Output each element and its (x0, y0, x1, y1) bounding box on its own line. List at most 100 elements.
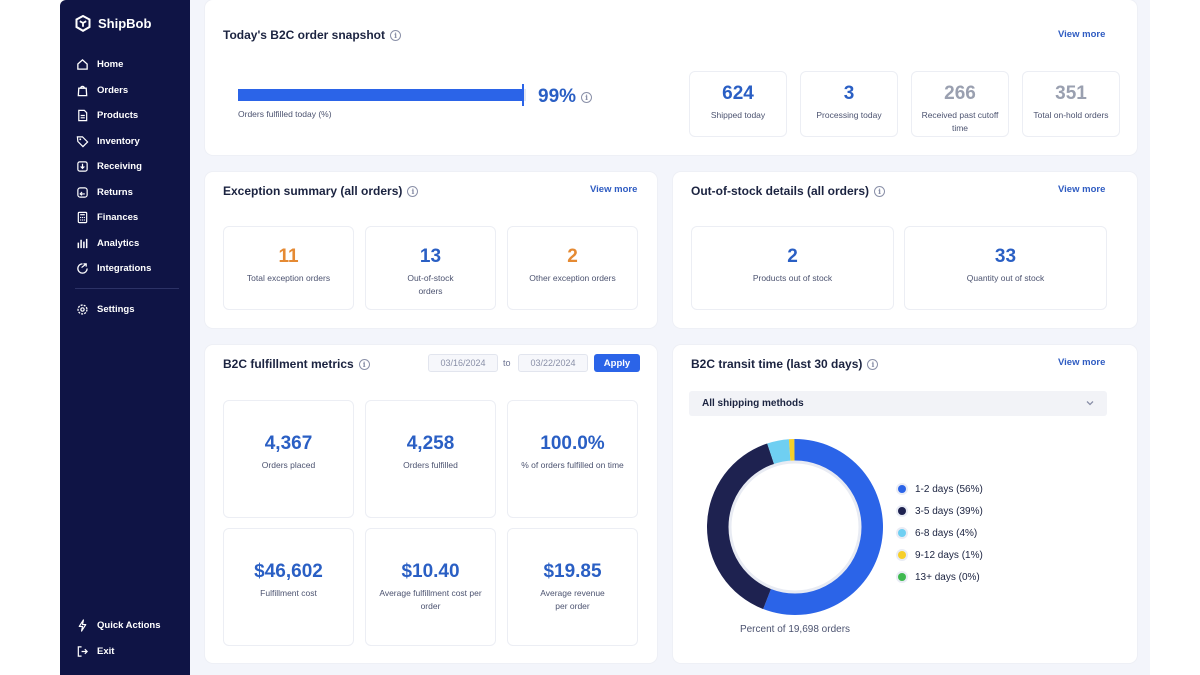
sidebar-bottom: Quick Actions Exit (60, 613, 190, 664)
sidebar-item-label: Inventory (97, 135, 140, 147)
metric-tile-fulfillment-cost[interactable]: $46,602 Fulfillment cost (223, 528, 354, 646)
legend-swatch (898, 485, 906, 493)
slice-9-12-days[interactable] (788, 439, 795, 462)
sidebar-item-integrations[interactable]: Integrations (60, 256, 190, 282)
shipbob-logo-icon (75, 15, 91, 32)
slice-6-8-days[interactable] (767, 439, 791, 465)
sidebar-item-label: Exit (97, 645, 115, 657)
info-icon[interactable]: i (390, 29, 401, 41)
sidebar-item-orders[interactable]: Orders (60, 78, 190, 104)
stat-tile-past-cutoff[interactable]: 266 Received past cutoff time (911, 71, 1009, 137)
transit-time-title-text: B2C transit time (last 30 days) (691, 357, 863, 371)
metric-label: Fulfillment cost (260, 588, 317, 598)
metric-value: $46,602 (254, 561, 323, 582)
stat-tile-other-exceptions[interactable]: 2 Other exception orders (507, 226, 638, 310)
sidebar-item-settings[interactable]: Settings (60, 297, 190, 323)
stat-value: 624 (722, 83, 754, 104)
fulfillment-metrics-title: B2C fulfillment metrics i (223, 357, 370, 371)
dashboard-main: Today's B2C order snapshot i View more 9… (190, 0, 1150, 675)
metric-value: 4,258 (406, 433, 455, 454)
shipping-method-value: All shipping methods (702, 398, 804, 409)
stat-label: Shipped today (710, 110, 766, 120)
info-icon[interactable]: i (358, 358, 370, 370)
sidebar-item-returns[interactable]: Returns (60, 180, 190, 206)
sidebar-item-home[interactable]: Home (60, 52, 190, 78)
stat-value: 351 (1055, 83, 1087, 104)
legend-label: 13+ days (0%) (915, 571, 980, 583)
out-of-stock-view-more-link[interactable]: View more (1058, 184, 1106, 195)
stat-tile-out-of-stock-orders[interactable]: 13 Out-of-stock orders (365, 226, 496, 310)
transit-time-title: B2C transit time (last 30 days) i (691, 357, 879, 371)
snapshot-title: Today's B2C order snapshot i (223, 28, 401, 42)
legend-swatch (898, 573, 906, 581)
metric-tile-on-time[interactable]: 100.0% % of orders fulfilled on time (507, 400, 638, 518)
sidebar-item-quick-actions[interactable]: Quick Actions (60, 613, 190, 639)
metric-tile-orders-fulfilled[interactable]: 4,258 Orders fulfilled (365, 400, 496, 518)
brand-name: ShipBob (98, 16, 152, 31)
sidebar-item-label: Finances (97, 212, 139, 224)
sidebar-item-label: Integrations (97, 263, 152, 275)
fulfilled-percent: 99% i (538, 86, 593, 108)
bag-icon (75, 83, 89, 97)
info-icon[interactable]: i (581, 91, 593, 103)
gear-icon (75, 302, 89, 316)
sidebar-item-inventory[interactable]: Inventory (60, 129, 190, 155)
brand-logo[interactable]: ShipBob (75, 15, 151, 32)
metric-label: % of orders fulfilled on time (521, 460, 624, 470)
snapshot-card: Today's B2C order snapshot i View more 9… (205, 0, 1137, 155)
metric-label: Average revenue per order (540, 588, 605, 611)
donut-legend: 1-2 days (56%) 3-5 days (39%) 6-8 days (… (898, 478, 983, 588)
stat-tile-on-hold[interactable]: 351 Total on-hold orders (1022, 71, 1120, 137)
stat-label: Total exception orders (246, 273, 331, 283)
sidebar-item-receiving[interactable]: Receiving (60, 154, 190, 180)
exception-summary-card: Exception summary (all orders) i View mo… (205, 172, 657, 328)
exception-view-more-link[interactable]: View more (590, 184, 638, 195)
stat-tile-quantity-out-of-stock[interactable]: 33 Quantity out of stock (904, 226, 1107, 310)
sidebar-item-label: Receiving (97, 161, 142, 173)
metric-tile-avg-cost[interactable]: $10.40 Average fulfillment cost per orde… (365, 528, 496, 646)
legend-item: 6-8 days (4%) (898, 522, 983, 544)
exception-summary-title-text: Exception summary (all orders) (223, 184, 403, 198)
stat-tile-products-out-of-stock[interactable]: 2 Products out of stock (691, 226, 894, 310)
lightning-icon (75, 619, 89, 633)
apply-button[interactable]: Apply (594, 354, 640, 372)
sidebar-item-finances[interactable]: Finances (60, 205, 190, 231)
legend-swatch (898, 529, 906, 537)
fulfillment-metrics-title-text: B2C fulfillment metrics (223, 357, 354, 371)
metric-tile-orders-placed[interactable]: 4,367 Orders placed (223, 400, 354, 518)
sidebar-item-exit[interactable]: Exit (60, 639, 190, 665)
date-from-input[interactable]: 03/16/2024 (428, 354, 498, 372)
donut-center (728, 460, 862, 594)
metric-value: 4,367 (264, 433, 313, 454)
shipping-method-select[interactable]: All shipping methods (689, 391, 1107, 416)
info-icon[interactable]: i (407, 185, 419, 197)
metric-label: Average fulfillment cost per order (379, 588, 482, 611)
info-icon[interactable]: i (874, 185, 886, 197)
metric-tile-avg-revenue[interactable]: $19.85 Average revenue per order (507, 528, 638, 646)
sidebar-item-products[interactable]: Products (60, 103, 190, 129)
stat-tile-processing[interactable]: 3 Processing today (800, 71, 898, 137)
info-icon[interactable]: i (867, 358, 879, 370)
stat-label: Processing today (816, 110, 882, 120)
legend-label: 3-5 days (39%) (915, 505, 983, 517)
sidebar: ShipBob Home Orders Products Inventory R… (60, 0, 190, 675)
chevron-down-icon (1086, 401, 1094, 406)
slice-1-2-days[interactable] (763, 439, 883, 615)
stat-label: Out-of-stock orders (407, 273, 454, 296)
sidebar-item-label: Returns (97, 186, 133, 198)
sidebar-item-analytics[interactable]: Analytics (60, 231, 190, 257)
tag-icon (75, 134, 89, 148)
stat-value: 2 (787, 246, 798, 267)
stat-tile-shipped[interactable]: 624 Shipped today (689, 71, 787, 137)
sidebar-item-label: Products (97, 110, 139, 122)
out-of-stock-title: Out-of-stock details (all orders) i (691, 184, 886, 198)
date-to-input[interactable]: 03/22/2024 (518, 354, 588, 372)
stat-tile-total-exceptions[interactable]: 11 Total exception orders (223, 226, 354, 310)
slice-3-5-days[interactable] (707, 443, 775, 610)
sidebar-item-label: Home (97, 59, 124, 71)
integrations-icon (75, 262, 89, 276)
returns-icon (75, 185, 89, 199)
sidebar-item-label: Settings (97, 303, 135, 315)
snapshot-view-more-link[interactable]: View more (1058, 29, 1106, 40)
transit-view-more-link[interactable]: View more (1058, 357, 1106, 368)
